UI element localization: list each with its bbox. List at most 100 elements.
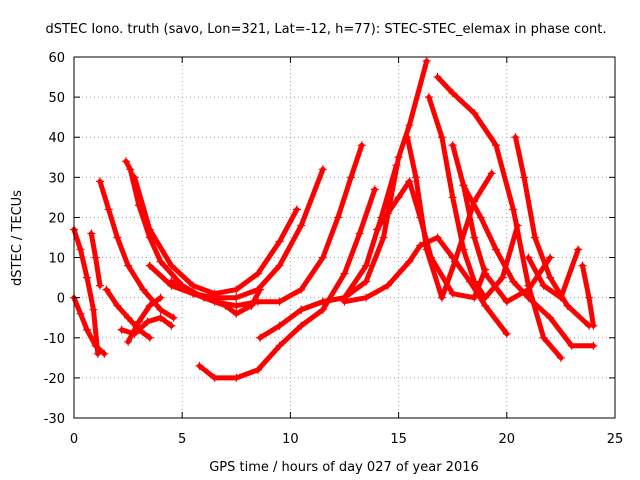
data-point — [292, 205, 301, 214]
x-tick-label: 5 — [178, 432, 186, 447]
data-point — [556, 293, 565, 302]
y-tick-label: 20 — [48, 211, 65, 226]
data-point — [169, 313, 178, 322]
data-point — [139, 285, 148, 294]
y-tick-label: 60 — [48, 51, 65, 66]
data-point — [253, 269, 262, 278]
data-point — [433, 73, 442, 82]
data-point — [113, 301, 122, 310]
data-point — [232, 373, 241, 382]
x-tick-label: 10 — [282, 432, 299, 447]
axis-ticks: 0 5 10 15 20 25 -30 -20 -10 0 10 20 30 40 50 60 — [44, 51, 624, 447]
data-point — [556, 353, 565, 362]
data-point — [318, 297, 327, 306]
data-series-track — [461, 182, 596, 349]
data-point — [405, 121, 414, 130]
data-point — [470, 293, 479, 302]
data-point — [574, 245, 583, 254]
data-point — [372, 225, 381, 234]
x-tick-label: 15 — [390, 432, 407, 447]
x-axis-label: GPS time / hours of day 027 of year 2016 — [209, 460, 479, 475]
x-tick-label: 25 — [607, 432, 624, 447]
data-point — [459, 245, 468, 254]
data-point — [91, 341, 100, 350]
data-point — [383, 209, 392, 218]
data-point — [124, 313, 133, 322]
data-point — [448, 89, 457, 98]
data-point — [357, 141, 366, 150]
data-point — [450, 257, 459, 266]
data-point — [502, 329, 511, 338]
data-point — [405, 177, 414, 186]
data-point — [253, 365, 262, 374]
data-point — [318, 253, 327, 262]
data-point — [82, 273, 91, 282]
y-axis-label: dSTEC / TECUs — [10, 190, 25, 286]
data-point — [156, 305, 165, 314]
y-tick-label: 0 — [57, 292, 65, 307]
data-point — [297, 321, 306, 330]
data-point — [145, 301, 154, 310]
data-point — [275, 237, 284, 246]
data-point — [340, 269, 349, 278]
data-point — [156, 293, 165, 302]
data-point — [124, 261, 133, 270]
y-tick-label: -10 — [44, 332, 65, 347]
data-point — [498, 273, 507, 282]
data-point — [448, 193, 457, 202]
data-point — [113, 233, 122, 242]
data-point — [509, 205, 518, 214]
data-series-track — [298, 58, 430, 313]
data-point — [383, 281, 392, 290]
data-point — [117, 325, 126, 334]
data-point — [362, 277, 371, 286]
data-point — [253, 297, 262, 306]
data-point — [275, 297, 284, 306]
data-point — [589, 321, 598, 330]
data-point — [470, 277, 479, 286]
data-point — [370, 185, 379, 194]
data-point — [491, 141, 500, 150]
data-point — [585, 293, 594, 302]
data-point — [189, 289, 198, 298]
data-point — [524, 285, 533, 294]
data-point — [126, 165, 135, 174]
data-point — [76, 245, 85, 254]
data-point — [104, 205, 113, 214]
data-point — [394, 193, 403, 202]
data-series-track — [525, 247, 581, 301]
data-point — [346, 173, 355, 182]
data-point — [195, 361, 204, 370]
data-point — [275, 341, 284, 350]
data-point — [481, 269, 490, 278]
data-series-track — [580, 263, 596, 329]
data-point — [578, 261, 587, 270]
data-point — [437, 133, 446, 142]
data-point — [362, 261, 371, 270]
data-point — [379, 233, 388, 242]
y-tick-label: 50 — [48, 91, 65, 106]
plot-frame — [73, 56, 616, 419]
data-point — [405, 257, 414, 266]
data-point — [143, 317, 152, 326]
data-point — [102, 285, 111, 294]
data-point — [210, 297, 219, 306]
data-point — [546, 253, 555, 262]
data-point — [589, 341, 598, 350]
data-point — [524, 293, 533, 302]
data-point — [411, 173, 420, 182]
data-point — [481, 293, 490, 302]
data-point — [232, 309, 241, 318]
data-point — [297, 285, 306, 294]
data-point — [520, 173, 529, 182]
x-tick-label: 20 — [499, 432, 516, 447]
data-point — [145, 333, 154, 342]
data-point — [539, 333, 548, 342]
data-point — [318, 165, 327, 174]
data-point — [232, 293, 241, 302]
data-point — [95, 177, 104, 186]
x-tick-label: 0 — [70, 432, 78, 447]
data-point — [403, 133, 412, 142]
y-tick-label: 40 — [48, 131, 65, 146]
data-point — [437, 293, 446, 302]
